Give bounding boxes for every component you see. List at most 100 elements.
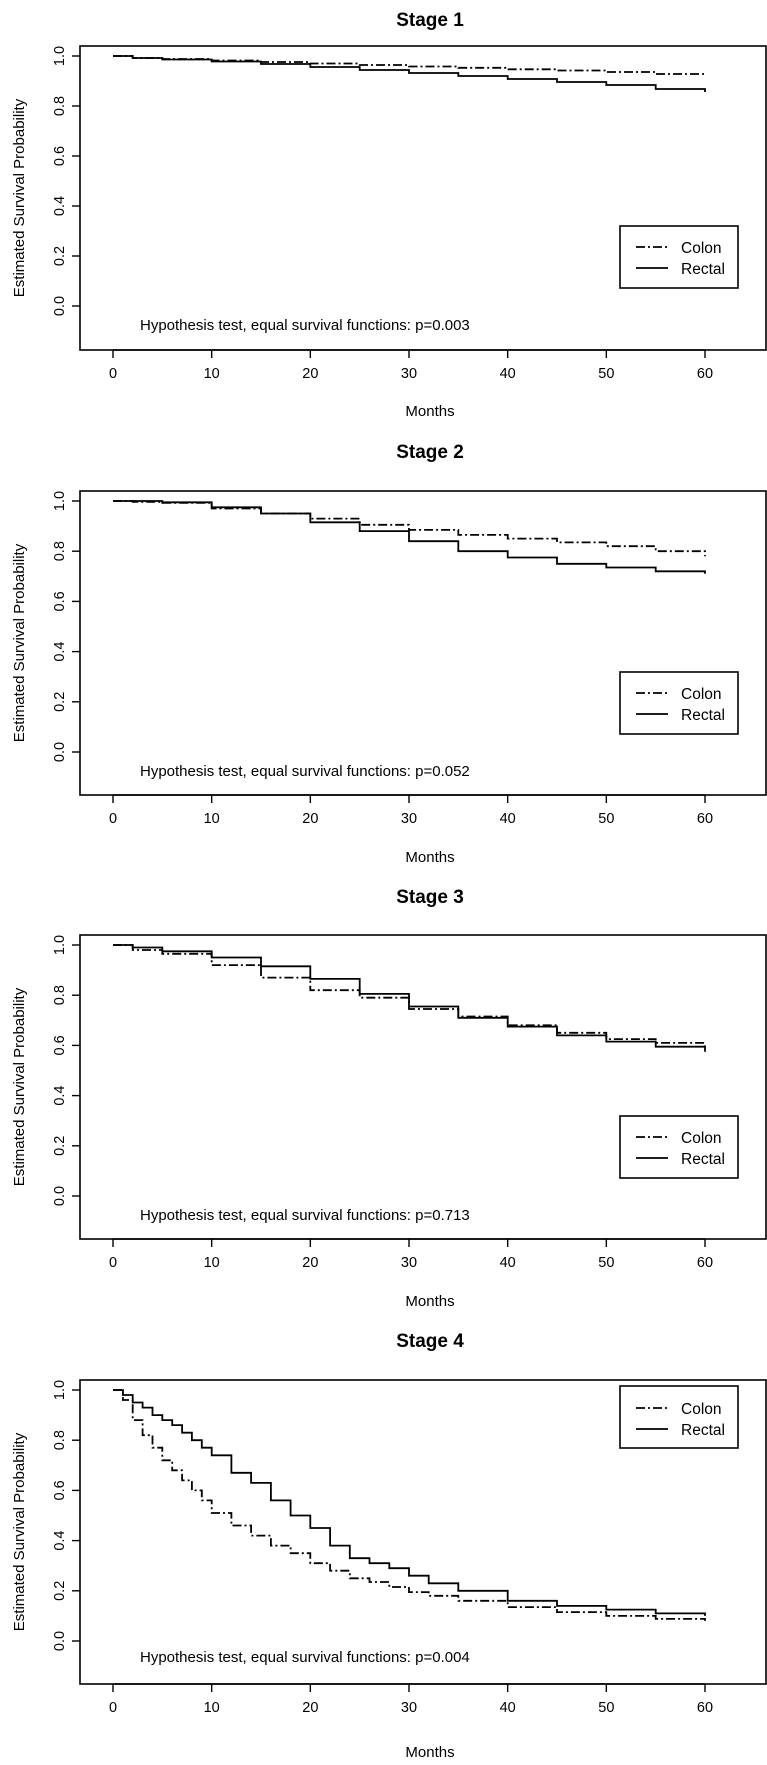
plot-frame bbox=[79, 45, 767, 351]
hypothesis-test-note: Hypothesis test, equal survival function… bbox=[140, 1649, 470, 1666]
y-axis: 0.0 0.2 0.4 0.6 0.8 1.0 bbox=[52, 46, 80, 316]
x-tick-label: 30 bbox=[401, 1255, 417, 1271]
x-tick-label: 60 bbox=[697, 366, 713, 382]
x-tick-label: 20 bbox=[302, 1700, 318, 1716]
x-tick-label: 0 bbox=[109, 366, 117, 382]
y-tick-label: 1.0 bbox=[52, 1380, 68, 1400]
series-rectal-curve bbox=[113, 1389, 706, 1616]
y-tick-label: 0.4 bbox=[52, 1086, 68, 1106]
y-axis: 0.0 0.2 0.4 0.6 0.8 1.0 bbox=[52, 1380, 80, 1651]
x-tick-label: 60 bbox=[697, 811, 713, 827]
series-colon-curve bbox=[113, 1389, 706, 1621]
panel-title: Stage 2 bbox=[396, 442, 464, 463]
y-tick-label: 1.0 bbox=[52, 46, 68, 66]
y-tick-label: 0.8 bbox=[52, 96, 68, 116]
y-tick-label: 0.0 bbox=[52, 1631, 68, 1651]
y-tick-label: 0.2 bbox=[52, 692, 68, 712]
plot-frame bbox=[79, 934, 767, 1240]
series-rectal-curve bbox=[113, 944, 706, 1052]
y-axis-label: Estimated Survival Probability bbox=[11, 987, 28, 1186]
x-tick-label: 50 bbox=[598, 1255, 614, 1271]
y-tick-label: 0.6 bbox=[52, 591, 68, 611]
x-tick-label: 10 bbox=[204, 1255, 220, 1271]
legend-box bbox=[619, 1115, 739, 1179]
y-tick-label: 1.0 bbox=[52, 491, 68, 511]
x-tick-label: 50 bbox=[598, 1700, 614, 1716]
series-colon-curve bbox=[113, 500, 706, 557]
x-tick-label: 20 bbox=[302, 811, 318, 827]
panel-stage-3: Stage 3 0 10 20 30 40 50 60 0.0 0.2 0.4 0.6 0.8 1.0… bbox=[11, 887, 767, 1310]
y-tick-label: 0.4 bbox=[52, 196, 68, 216]
panel-stage-2: Stage 2 0 10 20 30 40 50 60 0.0 0.2 0.4 0.6 0.8 1.0… bbox=[11, 442, 767, 866]
legend-label-colon: Colon bbox=[681, 686, 722, 703]
x-tick-label: 0 bbox=[109, 1700, 117, 1716]
x-axis: 0 10 20 30 40 50 60 bbox=[109, 1683, 713, 1716]
hypothesis-test-note: Hypothesis test, equal survival function… bbox=[140, 763, 470, 780]
legend: Colon Rectal bbox=[619, 1385, 739, 1449]
x-tick-label: 60 bbox=[697, 1700, 713, 1716]
legend-box bbox=[619, 671, 739, 735]
x-tick-label: 10 bbox=[204, 1700, 220, 1716]
survival-curves bbox=[113, 500, 706, 574]
legend: Colon Rectal bbox=[619, 671, 739, 735]
survival-curves bbox=[113, 55, 706, 92]
x-axis-label: Months bbox=[405, 1293, 454, 1310]
legend-box bbox=[619, 1385, 739, 1449]
legend: Colon Rectal bbox=[619, 225, 739, 289]
y-tick-label: 0.6 bbox=[52, 1480, 68, 1500]
x-tick-label: 30 bbox=[401, 1700, 417, 1716]
x-axis: 0 10 20 30 40 50 60 bbox=[109, 349, 713, 382]
panel-title: Stage 4 bbox=[396, 1331, 464, 1352]
survival-curves bbox=[113, 1389, 706, 1621]
x-tick-label: 40 bbox=[500, 1255, 516, 1271]
y-tick-label: 1.0 bbox=[52, 935, 68, 955]
x-tick-label: 60 bbox=[697, 1255, 713, 1271]
x-axis-label: Months bbox=[405, 849, 454, 866]
x-tick-label: 10 bbox=[204, 811, 220, 827]
y-axis-label: Estimated Survival Probability bbox=[11, 1432, 28, 1631]
y-tick-label: 0.4 bbox=[52, 642, 68, 662]
legend: Colon Rectal bbox=[619, 1115, 739, 1179]
x-axis: 0 10 20 30 40 50 60 bbox=[109, 794, 713, 827]
x-tick-label: 10 bbox=[204, 366, 220, 382]
series-rectal-curve bbox=[113, 500, 706, 574]
y-tick-label: 0.6 bbox=[52, 146, 68, 166]
y-tick-label: 0.8 bbox=[52, 541, 68, 561]
x-tick-label: 20 bbox=[302, 1255, 318, 1271]
y-tick-label: 0.2 bbox=[52, 1136, 68, 1156]
x-tick-label: 0 bbox=[109, 1255, 117, 1271]
y-tick-label: 0.2 bbox=[52, 246, 68, 266]
x-tick-label: 30 bbox=[401, 366, 417, 382]
y-axis-label: Estimated Survival Probability bbox=[11, 98, 28, 297]
panel-stage-1: Stage 1 0 10 20 30 40 50 60 0.0 0.2 0.4 0.6 0.8 1.0… bbox=[11, 10, 767, 420]
x-tick-label: 20 bbox=[302, 366, 318, 382]
survival-curves bbox=[113, 944, 706, 1052]
legend-box bbox=[619, 225, 739, 289]
x-tick-label: 40 bbox=[500, 366, 516, 382]
y-tick-label: 0.0 bbox=[52, 742, 68, 762]
y-tick-label: 0.2 bbox=[52, 1581, 68, 1601]
x-axis-label: Months bbox=[405, 403, 454, 420]
x-tick-label: 50 bbox=[598, 366, 614, 382]
x-tick-label: 0 bbox=[109, 811, 117, 827]
plot-frame bbox=[79, 490, 767, 796]
y-axis: 0.0 0.2 0.4 0.6 0.8 1.0 bbox=[52, 935, 80, 1206]
x-axis: 0 10 20 30 40 50 60 bbox=[109, 1238, 713, 1271]
y-axis-label: Estimated Survival Probability bbox=[11, 543, 28, 742]
legend-label-colon: Colon bbox=[681, 1401, 722, 1418]
hypothesis-test-note: Hypothesis test, equal survival function… bbox=[140, 317, 470, 334]
panel-title: Stage 3 bbox=[396, 887, 464, 908]
legend-label-colon: Colon bbox=[681, 240, 722, 257]
y-tick-label: 0.6 bbox=[52, 1035, 68, 1055]
y-tick-label: 0.4 bbox=[52, 1531, 68, 1551]
series-rectal-curve bbox=[113, 55, 706, 92]
y-tick-label: 0.8 bbox=[52, 985, 68, 1005]
y-tick-label: 0.8 bbox=[52, 1430, 68, 1450]
x-tick-label: 30 bbox=[401, 811, 417, 827]
legend-label-colon: Colon bbox=[681, 1130, 722, 1147]
y-tick-label: 0.0 bbox=[52, 296, 68, 316]
x-axis-label: Months bbox=[405, 1744, 454, 1761]
hypothesis-test-note: Hypothesis test, equal survival function… bbox=[140, 1207, 470, 1224]
x-tick-label: 40 bbox=[500, 1700, 516, 1716]
